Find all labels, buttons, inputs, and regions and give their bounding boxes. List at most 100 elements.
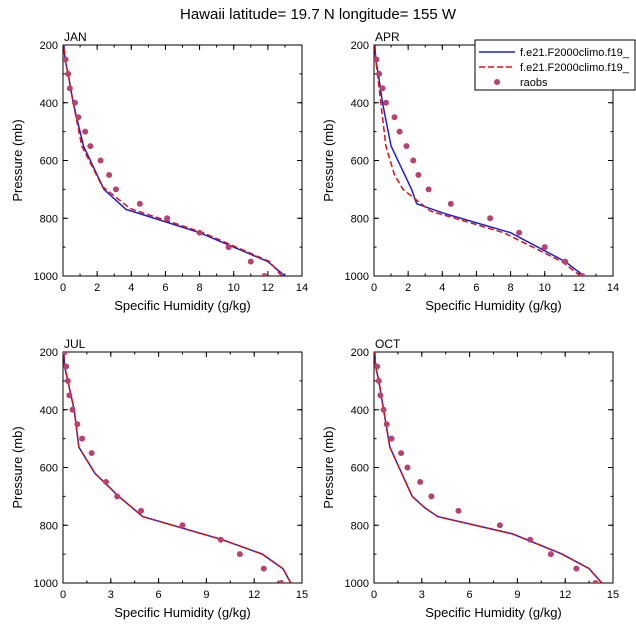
y-tick-label: 600 <box>351 156 369 168</box>
series-group <box>374 45 586 276</box>
raobs-marker <box>75 114 82 121</box>
raobs-marker <box>388 435 395 442</box>
raobs-marker <box>404 464 411 471</box>
x-tick-label: 8 <box>197 282 203 294</box>
y-tick-label: 400 <box>40 405 58 417</box>
raobs-marker <box>82 128 89 135</box>
y-axis-label: Pressure (mb) <box>321 426 336 508</box>
raobs-marker <box>106 171 113 178</box>
x-axis-label: Specific Humidity (g/kg) <box>114 605 251 620</box>
raobs-marker <box>403 143 410 150</box>
raobs-marker <box>377 392 384 399</box>
raobs-marker <box>164 215 171 222</box>
raobs-marker <box>217 536 224 543</box>
y-tick-label: 800 <box>351 520 369 532</box>
raobs-marker <box>136 200 143 207</box>
model-series-dashed-line <box>63 352 292 583</box>
raobs-marker <box>103 478 110 485</box>
x-tick-label: 0 <box>60 282 66 294</box>
panel-title: JUL <box>64 337 86 351</box>
x-tick-label: 6 <box>162 282 168 294</box>
panel-jan: 0 2 4 6 8 10 12 14 200 400 600 800 1000 JAN Specific H… <box>10 30 308 313</box>
raobs-marker <box>261 273 268 276</box>
raobs-marker <box>225 244 232 251</box>
x-axis-label: Specific Humidity (g/kg) <box>425 298 562 313</box>
raobs-marker <box>71 99 78 106</box>
panel-title: JAN <box>64 30 87 44</box>
x-tick-label: 10 <box>539 282 551 294</box>
y-tick-label: 800 <box>40 213 58 225</box>
raobs-marker <box>236 551 243 558</box>
panel-jul: 0 3 6 9 12 15 200 400 600 800 1000 JUL Specific Humi… <box>10 337 308 620</box>
x-tick-label: 0 <box>371 589 377 601</box>
panel-title: OCT <box>375 337 401 351</box>
raobs-marker <box>79 435 86 442</box>
raobs-marker <box>527 536 534 543</box>
raobs-marker <box>112 186 119 193</box>
legend-box <box>474 39 636 91</box>
legend-label: f.e21.F2000climo.f19_ <box>520 62 630 74</box>
x-tick-label: 6 <box>473 282 479 294</box>
legend: f.e21.F2000climo.f19_ f.e21.F2000climo.f1… <box>474 39 636 91</box>
x-tick-label: 2 <box>405 282 411 294</box>
raobs-marker <box>63 352 68 355</box>
raobs-marker <box>455 507 462 514</box>
y-axis-label: Pressure (mb) <box>321 119 336 201</box>
raobs-marker <box>382 99 389 106</box>
figure-title: Hawaii latitude= 19.7 N longitude= 155 W <box>180 6 457 23</box>
raobs-marker <box>374 363 381 370</box>
raobs-marker <box>97 157 104 164</box>
raobs-marker <box>260 565 267 572</box>
raobs-marker <box>138 507 145 514</box>
raobs-marker <box>380 406 387 413</box>
raobs-marker <box>196 229 203 236</box>
legend-label: raobs <box>520 77 548 89</box>
x-tick-label: 4 <box>128 282 134 294</box>
x-axis-label: Specific Humidity (g/kg) <box>114 298 251 313</box>
raobs-marker <box>66 392 73 399</box>
x-tick-label: 6 <box>156 589 162 601</box>
x-tick-label: 9 <box>203 589 209 601</box>
panel-oct: 0 3 6 9 12 15 200 400 600 800 1000 OCT Specific Humi… <box>321 337 619 620</box>
raobs-marker <box>547 551 554 558</box>
raobs-marker <box>74 421 81 428</box>
raobs-marker <box>425 186 432 193</box>
y-tick-label: 200 <box>351 347 369 359</box>
legend-label: f.e21.F2000climo.f19_ <box>520 47 630 59</box>
raobs-marker <box>410 157 417 164</box>
raobs-marker <box>496 522 503 529</box>
y-axis-label: Pressure (mb) <box>10 119 25 201</box>
model-series-line <box>63 45 286 276</box>
y-tick-label: 1000 <box>345 271 369 283</box>
y-tick-label: 1000 <box>34 271 58 283</box>
y-tick-label: 1000 <box>34 578 58 590</box>
y-tick-label: 400 <box>40 98 58 110</box>
raobs-marker <box>415 171 422 178</box>
raobs-marker <box>391 114 398 121</box>
panel-title: APR <box>375 30 400 44</box>
x-tick-label: 12 <box>573 282 585 294</box>
raobs-marker <box>487 215 494 222</box>
raobs-marker <box>65 70 72 77</box>
x-tick-label: 14 <box>296 282 308 294</box>
y-tick-label: 1000 <box>345 578 369 590</box>
raobs-marker <box>375 377 382 384</box>
raobs-marker <box>573 565 580 572</box>
raobs-marker <box>592 580 599 583</box>
y-tick-label: 200 <box>40 40 58 52</box>
raobs-marker <box>63 56 69 63</box>
x-tick-label: 4 <box>439 282 445 294</box>
x-tick-label: 14 <box>607 282 619 294</box>
raobs-marker <box>376 70 383 77</box>
x-tick-label: 8 <box>508 282 514 294</box>
x-tick-label: 3 <box>108 589 114 601</box>
y-tick-label: 400 <box>351 405 369 417</box>
raobs-marker <box>374 56 380 63</box>
raobs-marker <box>69 406 76 413</box>
plot-frame <box>62 351 303 584</box>
raobs-marker <box>396 128 403 135</box>
raobs-marker <box>278 580 285 583</box>
panel-apr: 0 2 4 6 8 10 12 14 200 400 600 800 1000 APR Specific H… <box>321 30 619 313</box>
x-tick-label: 12 <box>262 282 274 294</box>
x-tick-label: 6 <box>467 589 473 601</box>
